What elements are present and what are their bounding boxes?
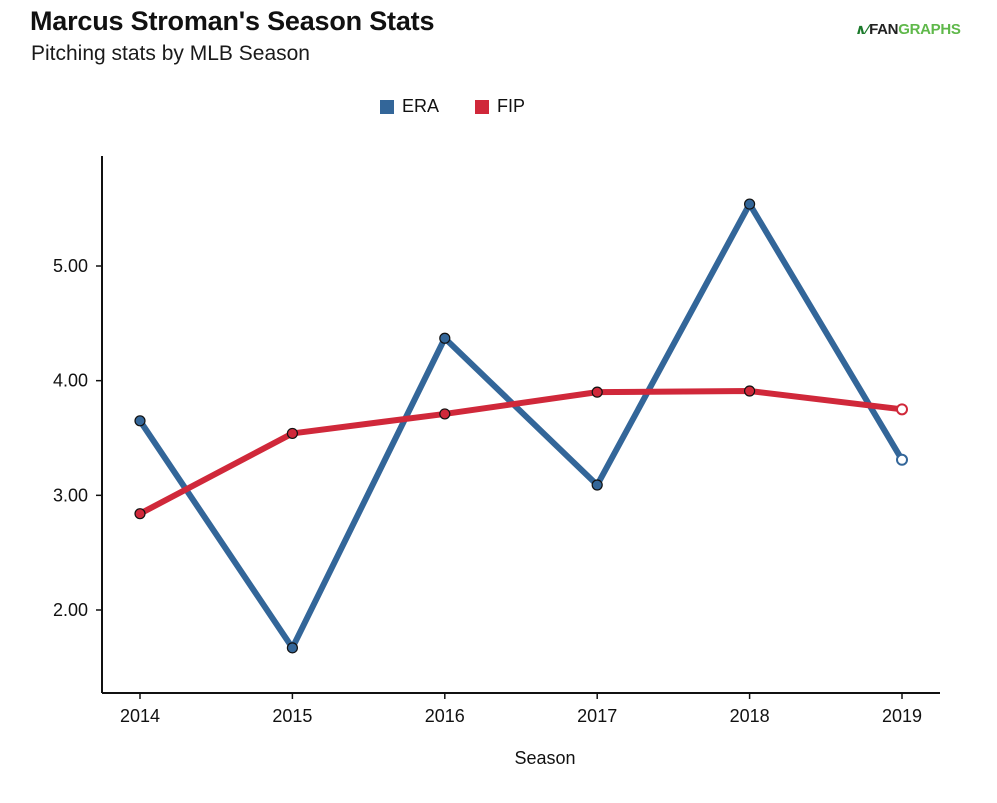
x-tick-label: 2015 [272,706,312,726]
data-point-era[interactable] [896,453,908,466]
data-point-fip[interactable] [743,385,756,397]
fangraphs-logo-icon: ∧∕ [855,20,869,37]
x-tick-label: 2018 [730,706,770,726]
data-point-era[interactable] [743,198,756,210]
logo-text-fan: FAN [869,20,899,38]
x-tick-label: 2017 [577,706,617,726]
x-axis-label: Season [514,748,576,768]
data-point-era[interactable] [286,642,298,654]
series-line-era [137,201,905,651]
chart-title: Marcus Stroman's Season Stats [30,6,435,36]
data-point-fip[interactable] [286,427,298,440]
legend-item-fip[interactable]: FIP [475,96,525,117]
logo-text-graphs: GRAPHS [898,20,961,38]
chart-subtitle: Pitching stats by MLB Season [31,42,310,65]
legend-item-era[interactable]: ERA [380,96,439,117]
x-tick-label: 2016 [425,706,465,726]
legend-swatch-era [380,99,394,114]
data-point-era[interactable] [439,332,451,344]
data-point-fip[interactable] [134,508,146,520]
y-tick-label: 3.00 [53,485,88,505]
data-point-fip[interactable] [439,408,451,420]
legend-label-era: ERA [402,96,440,116]
legend-label-fip: FIP [497,96,526,116]
x-tick-label: 2019 [882,706,922,726]
data-point-era[interactable] [134,415,146,427]
fangraphs-logo[interactable]: ∧∕ FAN GRAPHS [855,18,961,40]
x-tick-label: 2014 [120,706,160,726]
chart-legend: ERA FIP [380,96,525,117]
y-tick-label: 4.00 [53,371,88,391]
series-line-fip [137,387,905,517]
data-point-fip[interactable] [896,403,908,416]
y-tick-label: 5.00 [53,256,88,276]
legend-swatch-fip [475,99,490,114]
data-point-era[interactable] [591,479,603,491]
y-tick-label: 2.00 [53,600,88,620]
data-point-fip[interactable] [591,386,603,398]
